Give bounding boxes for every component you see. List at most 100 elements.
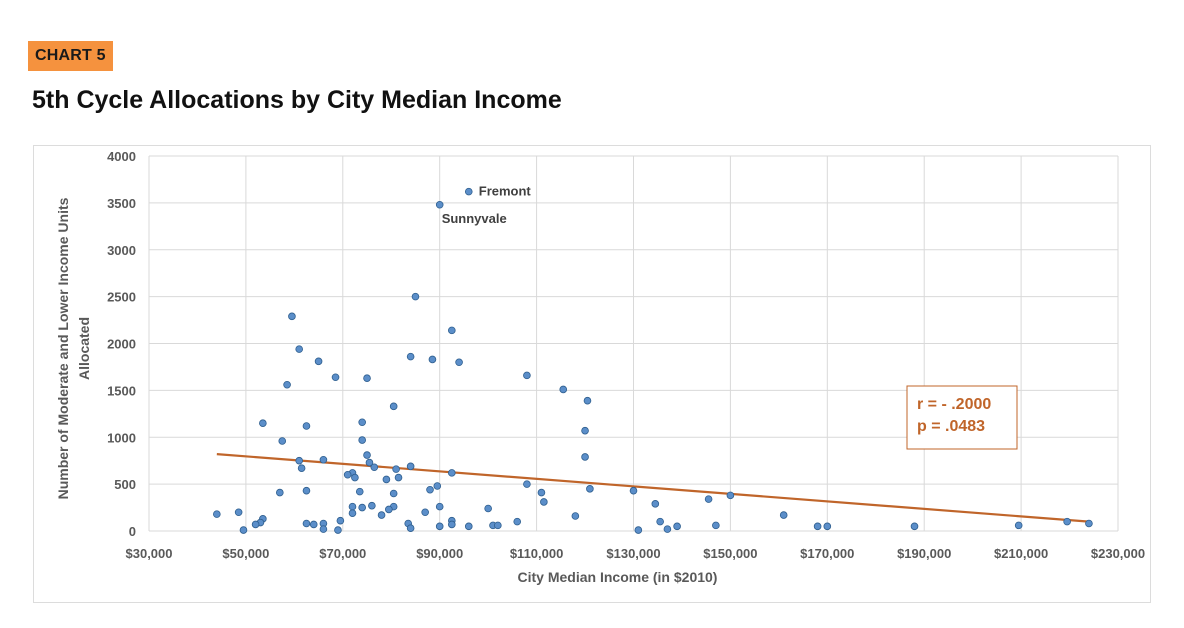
x-tick-label: $110,000: [510, 546, 564, 561]
data-point: [213, 510, 221, 518]
data-point: [319, 455, 328, 464]
data-point: [363, 374, 371, 382]
data-point: [523, 371, 531, 380]
data-point: [259, 419, 267, 427]
data-point: [540, 498, 548, 506]
y-tick-label: 1000: [107, 430, 136, 445]
x-tick-label: $50,000: [222, 546, 269, 561]
data-point: [484, 504, 492, 513]
x-tick-label: $210,000: [994, 546, 1048, 561]
p-value: p = .0483: [917, 418, 985, 435]
x-tick-label: $130,000: [606, 546, 660, 561]
data-point: [712, 521, 720, 530]
data-point: [704, 495, 713, 503]
y-tick-label: 0: [129, 524, 136, 539]
data-point: [426, 485, 434, 494]
y-axis-label-line: Number of Moderate and Lower Income Unit…: [55, 197, 71, 499]
y-tick-label: 500: [114, 477, 136, 492]
data-point: [779, 511, 788, 519]
data-point: [1014, 521, 1023, 530]
data-point: [656, 517, 664, 526]
y-tick-label: 4000: [107, 149, 136, 164]
data-point: [355, 487, 364, 496]
x-tick-label: $90,000: [416, 546, 463, 561]
data-point: [823, 522, 832, 531]
data-point: [377, 511, 386, 519]
data-point: [464, 522, 473, 531]
data-point: [651, 500, 660, 508]
correlation-stats-box: r = - .2000 p = .0483: [906, 385, 1018, 450]
stats-box-border: [906, 385, 1018, 450]
x-tick-label: $230,000: [1091, 546, 1145, 561]
data-point: [448, 520, 456, 529]
data-point: [910, 522, 919, 531]
data-point: [343, 470, 352, 479]
data-point: [302, 519, 311, 528]
data-point: [394, 473, 403, 482]
data-point: [314, 357, 323, 366]
gridlines: [148, 155, 1119, 532]
data-point: [586, 485, 594, 493]
data-point: [581, 453, 589, 461]
data-point: [663, 525, 672, 533]
data-point: [673, 522, 681, 531]
point-label: Fremont: [479, 184, 532, 199]
data-point: [309, 520, 318, 529]
x-tick-label: $30,000: [126, 546, 173, 561]
data-point: [1085, 519, 1093, 528]
data-point: [411, 292, 420, 301]
y-axis-label: Number of Moderate and Lower Income Unit…: [55, 197, 92, 499]
data-point: [302, 486, 311, 495]
data-point: [494, 521, 502, 530]
data-point: [334, 526, 342, 534]
data-point: [435, 502, 444, 511]
data-point: [348, 502, 357, 511]
data-point: [389, 489, 398, 498]
x-tick-labels: $30,000 $50,000 $70,000 $90,000 $110,000 $130…: [126, 546, 1146, 561]
data-point: [583, 396, 592, 405]
chart-title: 5th Cycle Allocations by City Median Inc…: [32, 86, 562, 114]
data-point: [385, 505, 393, 514]
data-point: [389, 402, 398, 411]
data-point: [813, 522, 822, 531]
data-point: [448, 326, 456, 335]
data-point: [421, 508, 429, 517]
data-point: [629, 486, 638, 495]
data-point: [283, 380, 291, 389]
chart-number-tag: CHART 5: [28, 41, 113, 71]
data-point: [288, 312, 296, 321]
data-point: [348, 509, 357, 517]
data-point: [513, 517, 522, 526]
data-point: [251, 520, 260, 529]
y-tick-label: 1500: [107, 383, 136, 398]
data-point: [571, 512, 580, 520]
data-point: [634, 526, 643, 534]
data-point: [435, 522, 444, 531]
data-point: [455, 358, 463, 367]
data-point: [319, 525, 328, 533]
x-axis-label: City Median Income (in $2010): [518, 569, 718, 585]
data-point: [435, 200, 444, 209]
data-point: [581, 426, 589, 435]
x-tick-label: $190,000: [897, 546, 951, 561]
point-labels: Fremont Sunnyvale: [442, 184, 532, 226]
point-label: Sunnyvale: [442, 211, 507, 226]
y-tick-label: 3500: [107, 196, 136, 211]
x-tick-label: $150,000: [703, 546, 757, 561]
data-point: [464, 187, 473, 196]
y-tick-labels: 0 500 1000 1500 2000 2500 3000 3500 4000: [107, 149, 136, 539]
data-point: [392, 465, 400, 473]
trendline-layer: [216, 453, 1090, 523]
data-point: [559, 385, 568, 394]
data-point: [302, 422, 311, 430]
data-point: [537, 488, 546, 497]
y-tick-label: 2000: [107, 337, 136, 352]
data-point: [428, 355, 437, 364]
data-point: [448, 469, 456, 477]
y-tick-label: 2500: [107, 290, 136, 305]
data-point: [278, 437, 287, 445]
x-tick-label: $170,000: [800, 546, 854, 561]
data-point: [1063, 517, 1071, 526]
chart-frame: [33, 145, 1151, 603]
data-point: [239, 526, 248, 534]
